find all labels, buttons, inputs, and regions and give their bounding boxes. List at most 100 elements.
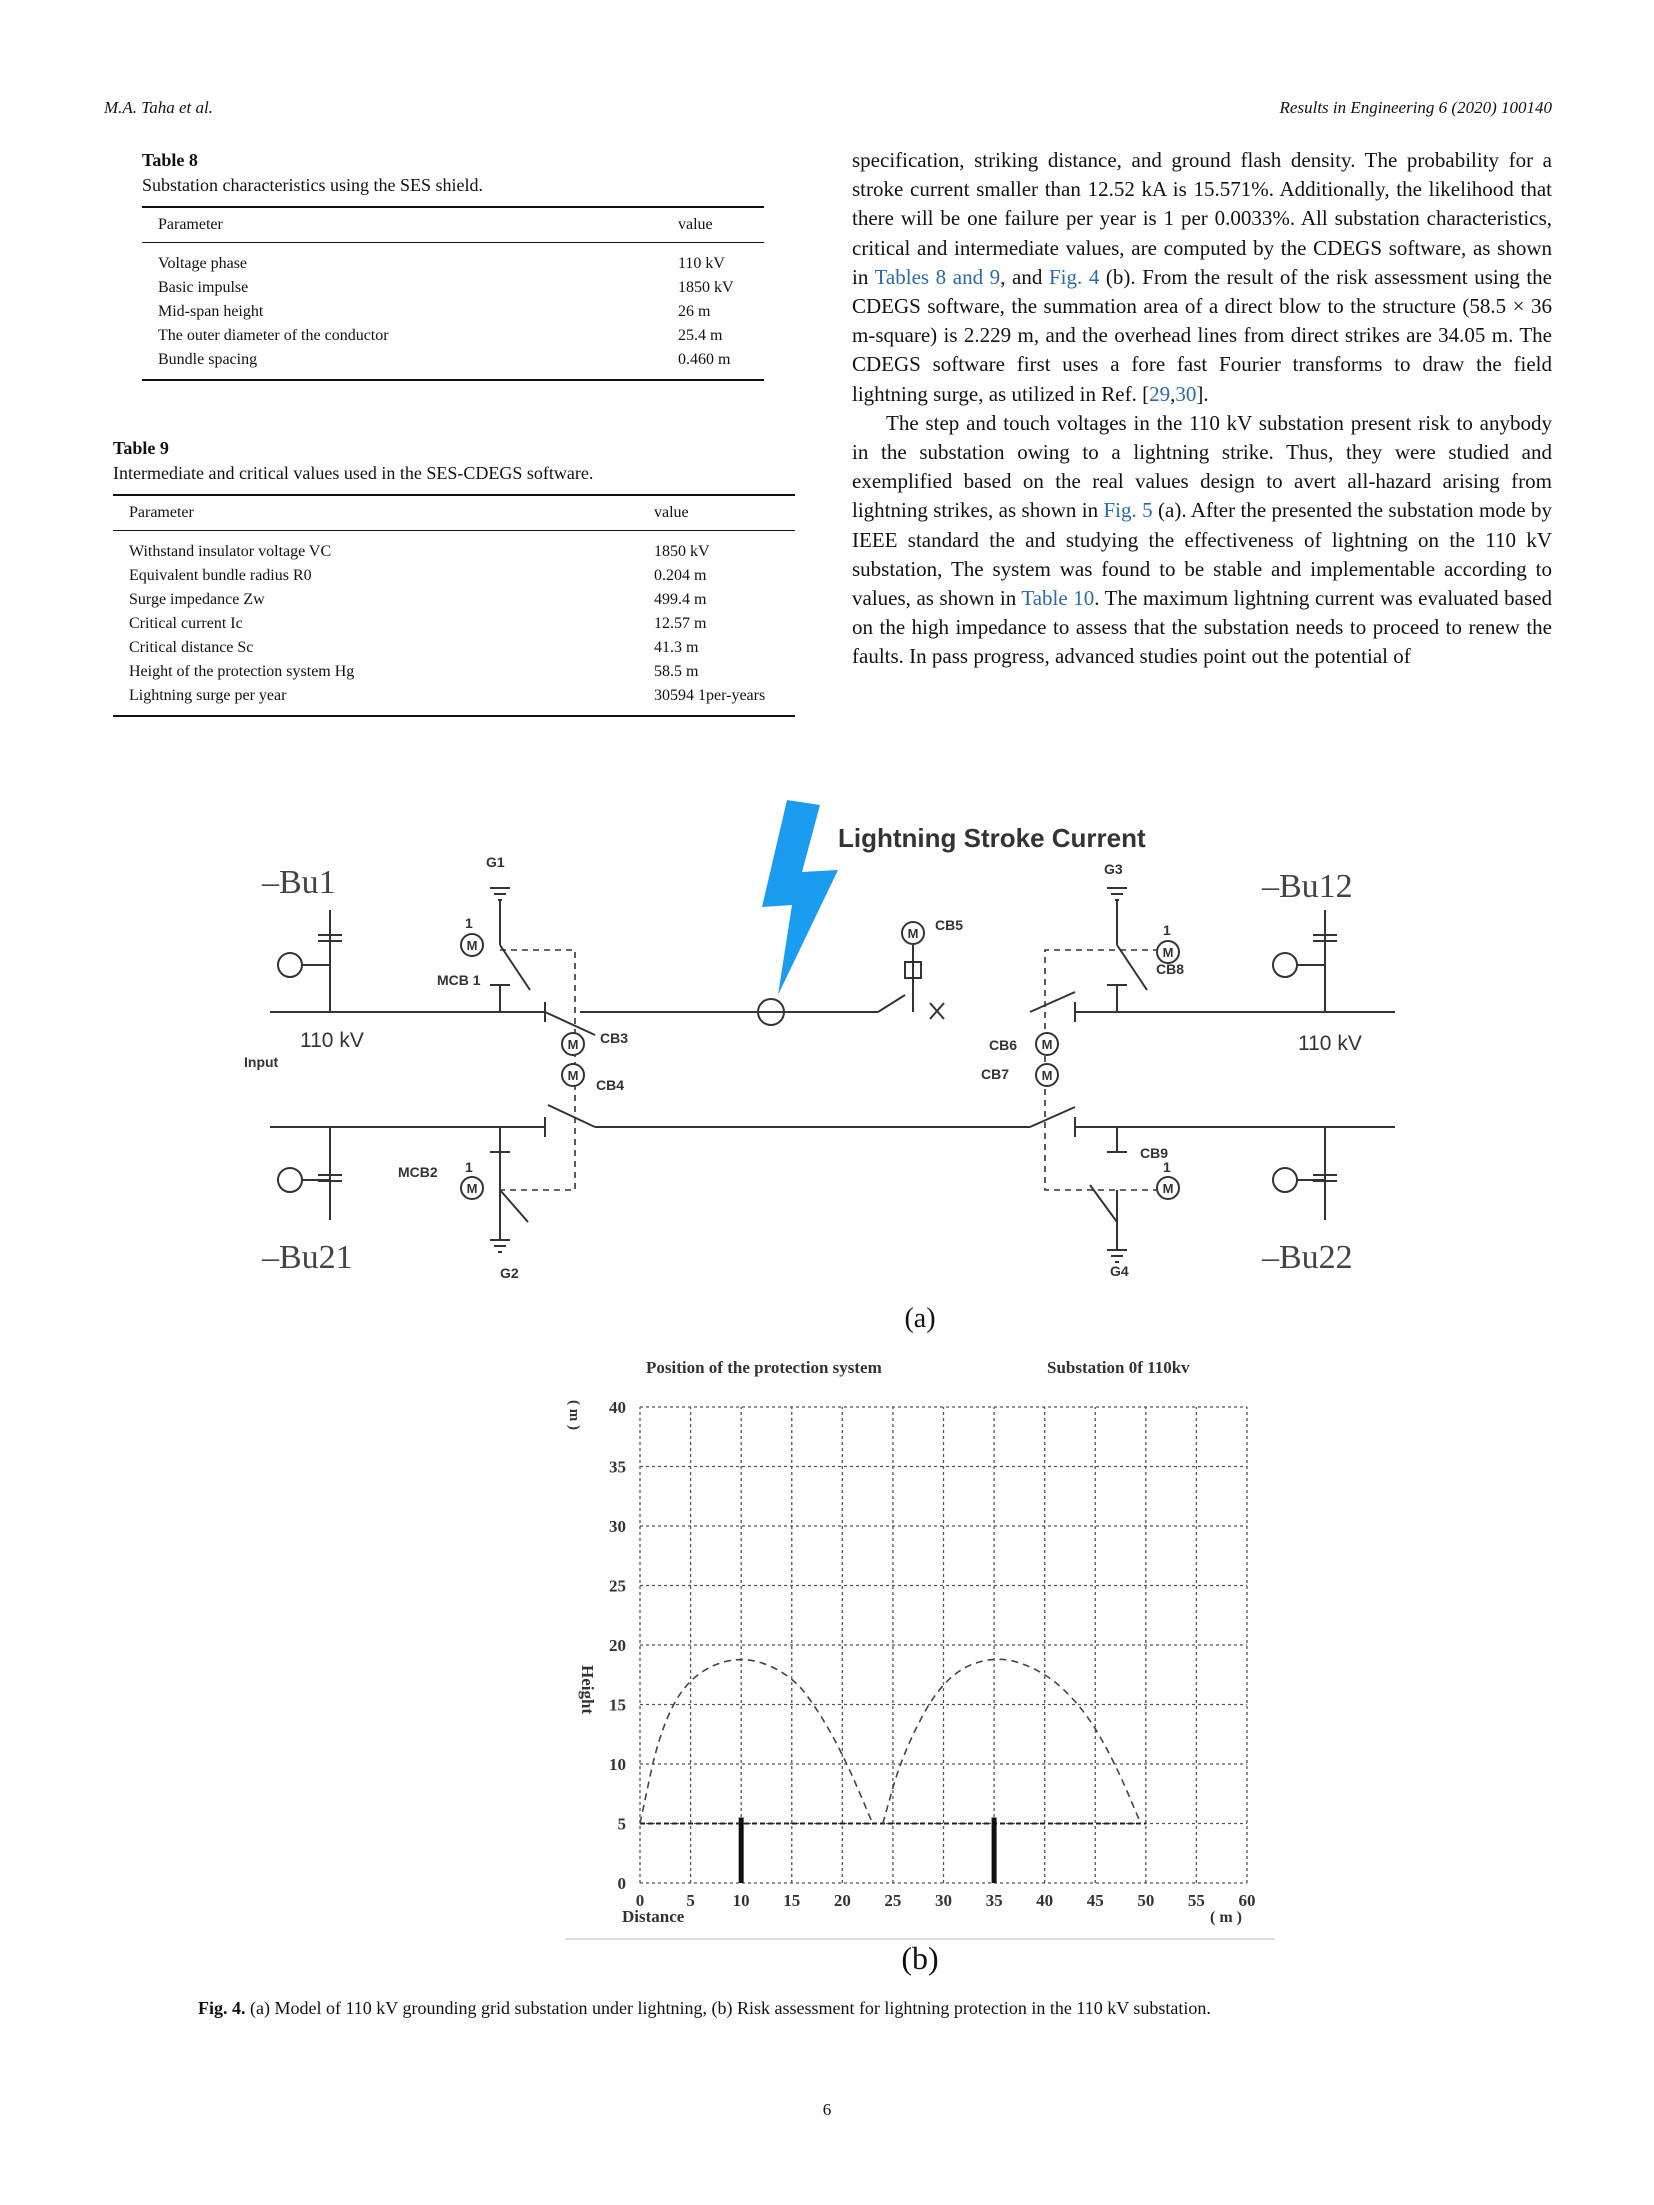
x-tick-label-0: 0 — [636, 1891, 645, 1910]
table-cell: Equivalent bundle radius R0 — [129, 567, 312, 584]
lightning-bolt-icon — [762, 800, 838, 995]
y-tick-label-7: 35 — [609, 1458, 626, 1477]
cb3-label: CB3 — [600, 1030, 628, 1046]
table-cell: Withstand insulator voltage VC — [129, 543, 332, 560]
cb7-label: CB7 — [981, 1066, 1009, 1082]
x-tick-label-11: 55 — [1188, 1891, 1205, 1910]
motor-label: M — [1042, 1068, 1053, 1083]
switch-number: 1 — [465, 1159, 473, 1175]
y-tick-label-1: 5 — [618, 1815, 627, 1834]
chart-subtitle: Substation 0f 110kv — [1047, 1358, 1190, 1377]
x-tick-label-4: 20 — [834, 1891, 851, 1910]
chart-title: Position of the protection system — [646, 1358, 882, 1377]
y-tick-label-6: 30 — [609, 1517, 626, 1536]
table-row: Mid-span height 26 m — [142, 300, 764, 324]
bus-label-bu22: –Bu22 — [1261, 1239, 1353, 1276]
table-cell: 0.204 m — [654, 567, 707, 584]
g4-label: G4 — [1110, 1263, 1129, 1279]
motor-label: M — [1163, 1181, 1174, 1196]
table-cell: 25.4 m — [678, 327, 723, 344]
running-header-authors: M.A. Taha et al. — [104, 98, 213, 117]
table-cell: Lightning surge per year — [129, 687, 287, 704]
caption-text: (a) Model of 110 kV grounding grid subst… — [245, 1998, 1211, 2018]
x-tick-label-7: 35 — [986, 1891, 1003, 1910]
table-10-link[interactable]: Table 10 — [1021, 586, 1095, 611]
g3-label: G3 — [1104, 861, 1123, 877]
table-cell: Basic impulse — [158, 279, 249, 296]
table-row: Critical distance Sc 41.3 m — [113, 636, 795, 660]
table-9-caption: Intermediate and critical values used in… — [113, 463, 594, 483]
ref-29-link[interactable]: 29 — [1149, 381, 1171, 406]
input-label: Input — [244, 1054, 279, 1070]
y-tick-label-0: 0 — [618, 1874, 627, 1893]
table-row: Equivalent bundle radius R0 0.204 m — [113, 564, 795, 588]
y-axis-label: Height — [578, 1665, 597, 1714]
breaker-cb5-blade — [877, 994, 906, 1013]
table-row: Withstand insulator voltage VC 1850 kV — [113, 531, 795, 565]
table-row: Height of the protection system Hg 58.5 m — [113, 660, 795, 684]
protection-arc-0 — [639, 1658, 874, 1824]
lightning-title: Lightning Stroke Current — [838, 823, 1146, 853]
table-row: Lightning surge per year 30594 1per-years — [113, 684, 795, 716]
bus-label-bu12: –Bu12 — [1261, 868, 1353, 905]
text-span: (a). After the presented the substation … — [852, 498, 1552, 611]
table-row: Bundle spacing 0.460 m — [142, 348, 764, 380]
text-span: , and — [1000, 264, 1049, 289]
figure-b-label: (b) — [901, 1940, 939, 1976]
ref-30-link[interactable]: 30 — [1175, 381, 1197, 406]
x-tick-label-8: 40 — [1036, 1891, 1053, 1910]
text-span: . The maximum lightning current was eval… — [852, 586, 1552, 669]
tables-8-9-link[interactable]: Tables 8 and 9 — [874, 264, 1001, 289]
fig-5-link[interactable]: Fig. 5 — [1103, 498, 1153, 523]
x-tick-label-10: 50 — [1137, 1891, 1154, 1910]
x-tick-label-2: 10 — [733, 1891, 750, 1910]
figure-b-divider — [565, 1938, 1275, 1940]
breaker-cb4-blade — [547, 1104, 596, 1128]
paragraph-2: The step and touch voltages in the 110 k… — [852, 409, 1552, 672]
x-tick-label-5: 25 — [884, 1891, 901, 1910]
switch-number: 1 — [465, 915, 473, 931]
table-row: The outer diameter of the conductor 25.4 … — [142, 324, 764, 348]
table-cell: Bundle spacing — [158, 351, 258, 368]
table-9-header-value: value — [654, 504, 689, 521]
voltage-right: 110 kV — [1298, 1032, 1362, 1055]
fig-4-link[interactable]: Fig. 4 — [1048, 264, 1100, 289]
bus-label-bu21: –Bu21 — [261, 1239, 353, 1276]
table-row: Basic impulse 1850 kV — [142, 276, 764, 300]
table-cell: Critical current Ic — [129, 615, 243, 632]
table-8-title: Table 8 — [142, 150, 198, 170]
table-8-caption: Substation characteristics using the SES… — [142, 175, 483, 195]
motor-label: M — [1163, 945, 1174, 960]
cb6-label: CB6 — [989, 1037, 1017, 1053]
table-cell: 110 kV — [678, 255, 725, 272]
motor-label: M — [467, 938, 478, 953]
table-cell: The outer diameter of the conductor — [158, 327, 389, 344]
y-tick-label-8: 40 — [609, 1398, 626, 1417]
x-tick-label-9: 45 — [1087, 1891, 1104, 1910]
table-9-title: Table 9 — [113, 438, 169, 458]
table-row: Voltage phase 110 kV — [142, 243, 764, 277]
g1-label: G1 — [486, 854, 505, 870]
table-cell: 499.4 m — [654, 591, 707, 608]
running-header-journal: Results in Engineering 6 (2020) 100140 — [1279, 98, 1552, 117]
table-cell: Mid-span height — [158, 303, 264, 320]
ground-symbols — [490, 887, 1127, 1263]
paragraph-1: specification, striking distance, and gr… — [852, 146, 1552, 409]
y-tick-label-5: 25 — [609, 1577, 626, 1596]
y-axis-unit: ( m ) — [566, 1400, 582, 1430]
g2-label: G2 — [500, 1265, 519, 1281]
text-span: , — [1170, 381, 1176, 406]
text-span: ]. — [1196, 381, 1209, 406]
table-cell: Surge impedance Zw — [129, 591, 265, 608]
text-span: specification, striking distance, and gr… — [852, 148, 1552, 289]
table-9-grid: Parameter value Withstand insulator volt… — [113, 494, 795, 717]
table-9-header-parameter: Parameter — [129, 504, 194, 521]
table-cell: 30594 1per-years — [654, 687, 766, 704]
x-tick-label-3: 15 — [783, 1891, 800, 1910]
protection-arc-1 — [882, 1658, 1142, 1824]
strike-point — [757, 998, 785, 1026]
cb4-label: CB4 — [596, 1077, 624, 1093]
table-8: Table 8 Substation characteristics using… — [142, 150, 764, 381]
table-row: Surge impedance Zw 499.4 m — [113, 588, 795, 612]
table-row: Critical current Ic 12.57 m — [113, 612, 795, 636]
